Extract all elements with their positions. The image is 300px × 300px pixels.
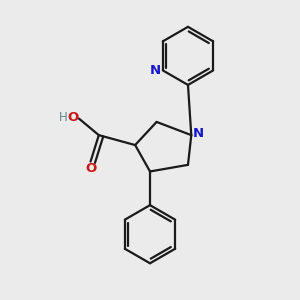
Text: N: N bbox=[192, 127, 203, 140]
Text: N: N bbox=[150, 64, 161, 77]
Text: O: O bbox=[68, 111, 79, 124]
Text: H: H bbox=[59, 111, 68, 124]
Text: O: O bbox=[85, 162, 97, 175]
